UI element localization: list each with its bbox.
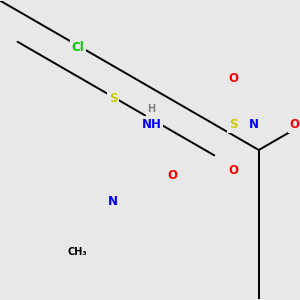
Text: H: H xyxy=(147,104,155,114)
Text: N: N xyxy=(108,195,118,208)
Text: O: O xyxy=(290,118,300,131)
Text: O: O xyxy=(228,164,239,177)
Text: O: O xyxy=(228,72,239,85)
Text: NH: NH xyxy=(142,118,161,131)
Text: S: S xyxy=(229,118,238,131)
Text: O: O xyxy=(167,169,177,182)
Text: CH₃: CH₃ xyxy=(68,248,88,257)
Text: N: N xyxy=(249,118,259,131)
Text: S: S xyxy=(109,92,117,105)
Text: Cl: Cl xyxy=(71,41,84,54)
